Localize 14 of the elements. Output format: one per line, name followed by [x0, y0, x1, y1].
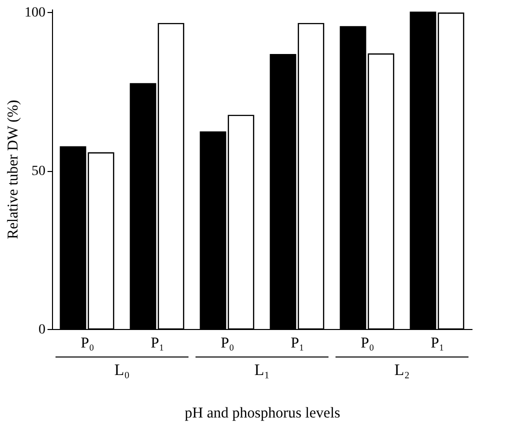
x-tick-label: P₁	[150, 336, 164, 352]
x-tick-label: P₁	[430, 336, 444, 352]
x-tick-label: P₀	[220, 336, 234, 352]
x-tick-label: P₁	[290, 336, 304, 352]
x-tick-label: P₀	[360, 336, 374, 352]
x-axis-title: pH and phosphorus levels	[184, 406, 340, 422]
y-axis-title: Relative tuber DW (%)	[6, 100, 22, 240]
x-tick-label: P₀	[80, 336, 94, 352]
y-tick-label: 100	[24, 6, 46, 21]
text: L₁	[254, 362, 270, 379]
y-tick-label: 50	[32, 164, 46, 180]
text: L₀	[114, 362, 130, 379]
text: L₂	[394, 362, 410, 379]
y-tick-label: 0	[38, 322, 46, 338]
